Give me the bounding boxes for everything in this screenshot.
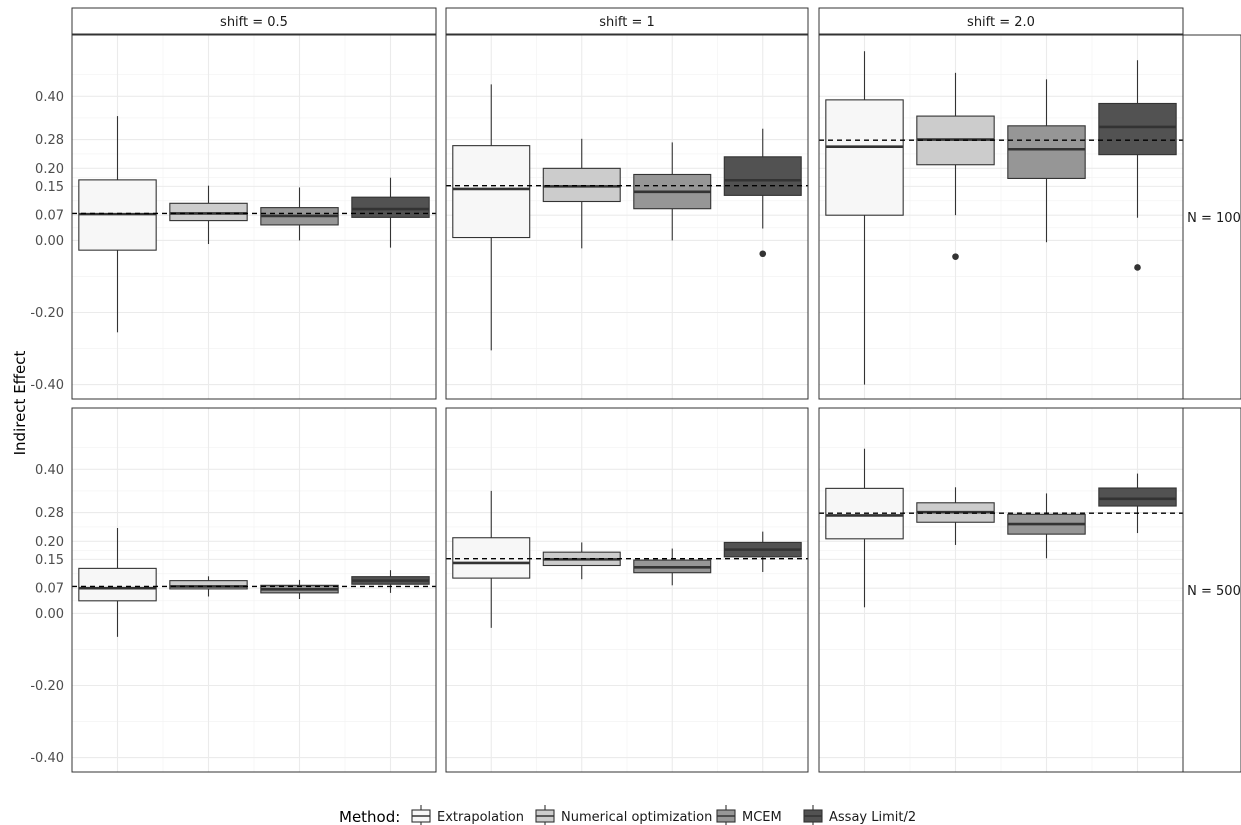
panel-border (445, 407, 809, 773)
legend-item: Assay Limit/2 (803, 805, 916, 825)
y-tick-label: 0.00 (35, 607, 64, 622)
boxplot-assay-limit-2 (1098, 473, 1177, 534)
boxplot-extrapolation (452, 490, 531, 628)
boxplot-numerical-optimization (916, 487, 995, 545)
box-outlier (952, 253, 959, 260)
legend-label: Numerical optimization (561, 810, 712, 825)
y-tick-label: 0.28 (35, 506, 64, 521)
legend: Method: Extrapolation Numerical optimizati… (339, 805, 916, 825)
boxplot-numerical-optimization (542, 138, 621, 249)
facet-panel (71, 34, 437, 400)
box-body (825, 99, 904, 216)
panel-border (445, 34, 809, 400)
facet-panel (71, 407, 437, 773)
box-body (452, 537, 531, 579)
boxplot-mcem (1007, 493, 1086, 559)
facet-panel (445, 34, 809, 400)
legend-item: MCEM (716, 805, 782, 825)
y-tick-label: 0.00 (35, 234, 64, 249)
legend-item: Numerical optimization (535, 805, 712, 825)
boxplot-assay-limit-2 (723, 531, 802, 572)
box-body (169, 202, 248, 222)
facet-strip-col (818, 7, 1184, 35)
y-tick-label: -0.40 (30, 378, 64, 393)
box-outlier (759, 250, 767, 258)
legend-title: Method: (339, 808, 400, 825)
boxplot-mcem (260, 579, 339, 600)
boxplot-extrapolation (452, 84, 531, 351)
panels-layer (71, 34, 1184, 773)
y-tick-label: 0.07 (35, 209, 64, 224)
y-axis: -0.40 -0.20 0.00 0.07 0.15 0.20 0.28 0.40 -0.40 -… (30, 90, 64, 766)
legend-label: Assay Limit/2 (829, 810, 916, 825)
boxplot-assay-limit-2 (723, 128, 802, 258)
y-tick-label: 0.15 (35, 180, 64, 195)
y-tick-label: 0.07 (35, 582, 64, 597)
y-tick-label: 0.40 (35, 463, 64, 478)
facet-strip-row (1182, 407, 1241, 773)
boxplot-mcem (260, 187, 339, 241)
box-outlier (1134, 264, 1141, 271)
y-tick-label: 0.20 (35, 535, 64, 550)
box-body (351, 196, 430, 218)
box-body (1098, 487, 1177, 507)
facet-strip-col-label: shift = 1 (599, 15, 655, 30)
y-axis-title: Indirect Effect (11, 351, 29, 456)
facet-strip-row-label: N = 100 (1187, 211, 1241, 226)
facet-strip-col-label: shift = 0.5 (220, 15, 288, 30)
facet-panel (818, 34, 1184, 400)
box-body (452, 145, 531, 239)
boxplot-extrapolation (78, 116, 157, 333)
box-body (1098, 102, 1177, 156)
facet-strip-col (71, 7, 437, 35)
box-body (169, 580, 248, 590)
boxplot-extrapolation (78, 528, 157, 637)
boxplot-mcem (633, 548, 712, 586)
y-tick-label: 0.40 (35, 90, 64, 105)
panel-border (71, 34, 437, 400)
legend-label: MCEM (742, 810, 782, 825)
boxplot-assay-limit-2 (351, 570, 430, 593)
y-tick-label: 0.28 (35, 133, 64, 148)
boxplot-assay-limit-2 (1098, 60, 1177, 271)
facet-strip-col-label: shift = 2.0 (967, 15, 1035, 30)
facet-strip-row (1182, 34, 1241, 400)
box-body (78, 567, 157, 602)
box-body (542, 167, 621, 203)
y-tick-label: -0.40 (30, 751, 64, 766)
legend-item: Extrapolation (411, 805, 524, 825)
facet-panel (445, 407, 809, 773)
boxplot-mcem (633, 142, 712, 241)
box-body (723, 156, 802, 196)
boxplot-assay-limit-2 (351, 177, 430, 248)
y-tick-label: -0.20 (30, 306, 64, 321)
boxplot-mcem (1007, 79, 1086, 243)
facet-strip-row-label: N = 500 (1187, 584, 1241, 599)
y-tick-label: -0.20 (30, 679, 64, 694)
y-tick-label: 0.15 (35, 553, 64, 568)
legend-label: Extrapolation (437, 810, 524, 825)
boxplot-extrapolation (825, 51, 904, 385)
facet-strips: shift = 0.5 shift = 1 shift = 2.0 N = 100 N … (71, 7, 1241, 773)
facet-panel (818, 407, 1184, 773)
y-tick-label: 0.20 (35, 162, 64, 177)
panel-border (71, 407, 437, 773)
box-body (1007, 125, 1086, 179)
facet-strip-col (445, 7, 809, 35)
